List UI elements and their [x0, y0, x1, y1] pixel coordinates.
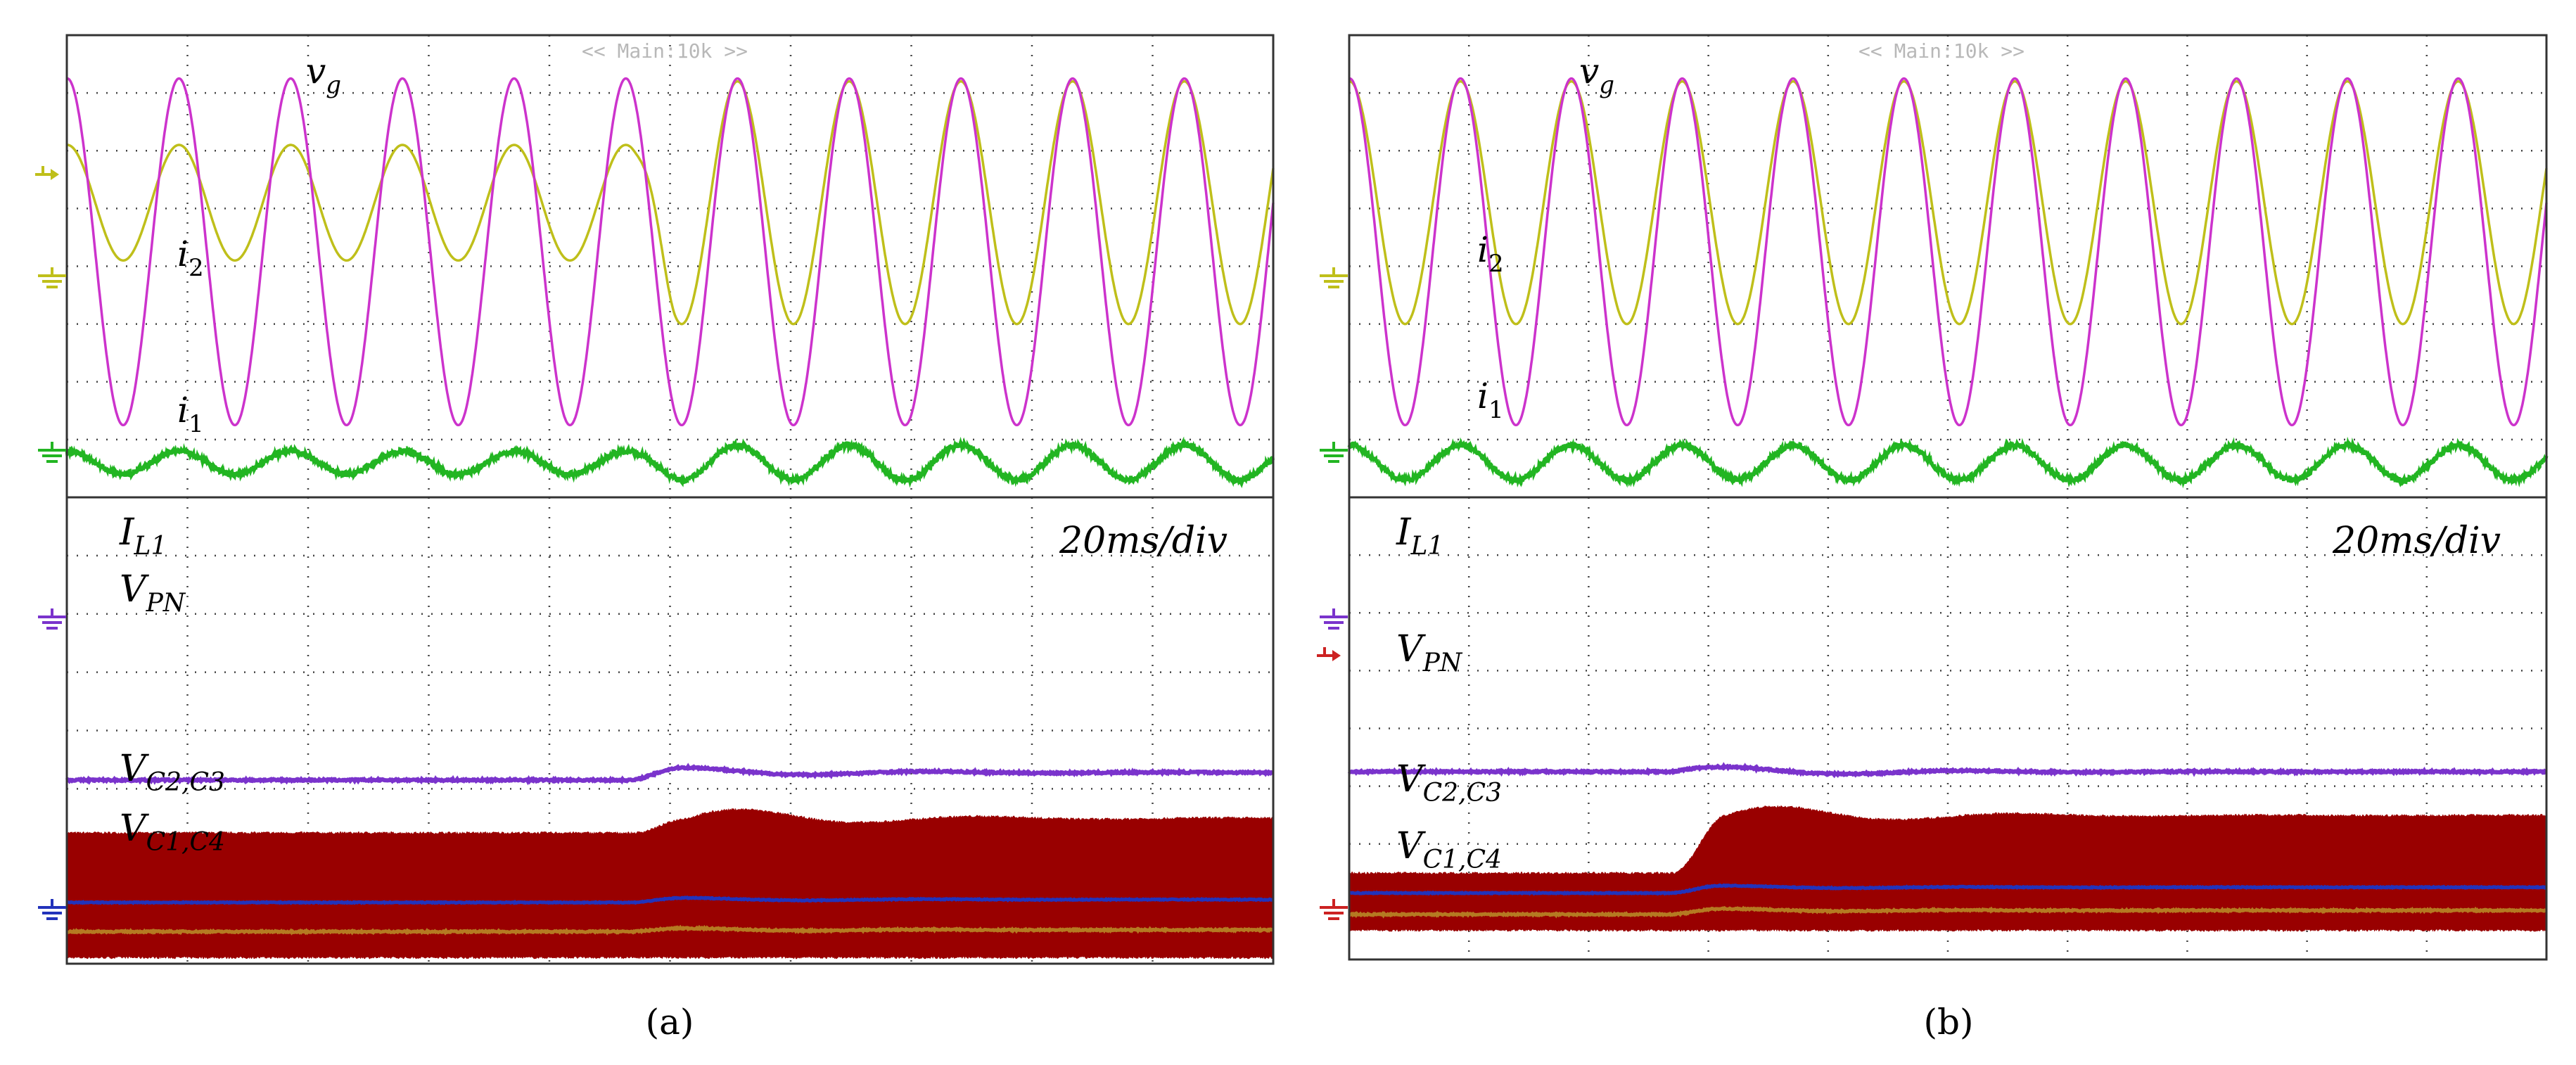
series-vpn [67, 808, 1273, 959]
series-vg [1348, 77, 2548, 427]
marker-il1-ground [38, 608, 66, 630]
series-vc23 [1348, 883, 2547, 896]
label-i1: i1 [1477, 376, 1504, 424]
marker-i2-trigger [35, 166, 59, 180]
lower-screen-frame [65, 496, 1275, 965]
label-il1: IL1 [1396, 511, 1443, 561]
lower-screen-frame [1348, 496, 2548, 961]
series-i2 [1348, 79, 2548, 326]
label-vc23: VC2,C3 [1396, 758, 1502, 808]
marker-vpn-ground [38, 899, 66, 920]
series-i2 [66, 79, 1275, 326]
series-vpn [1349, 805, 2546, 932]
marker-i1-ground [1320, 442, 1348, 463]
label-vpn: VPN [120, 568, 186, 618]
traces [65, 77, 1275, 959]
label-vpn: VPN [1396, 628, 1463, 677]
panel-caption: (b) [1923, 1002, 1973, 1042]
marker-vpn-ground [1320, 899, 1348, 920]
marker-i1-ground [38, 442, 66, 463]
time-scale-label: 20ms/div [1059, 520, 1228, 562]
label-vg: vg [306, 51, 341, 99]
top-label: << Main:10k >> [1858, 39, 2025, 63]
series-vc23 [66, 895, 1274, 905]
series-il1 [1347, 762, 2548, 779]
marker-i2-ground [1320, 267, 1348, 288]
label-vg: vg [1579, 51, 1614, 99]
label-i1: i1 [177, 390, 204, 438]
traces [1347, 77, 2549, 932]
label-vc14: VC1,C4 [120, 808, 225, 857]
panel-a: << Main:10k >> vg i2 i1 IL1 VPN VC2,C3 V… [35, 34, 1275, 1042]
label-vc14: VC1,C4 [1396, 825, 1502, 874]
series-i1 [65, 436, 1275, 489]
label-vc23: VC2,C3 [120, 748, 225, 797]
upper-grid [67, 35, 1273, 497]
label-il1: IL1 [119, 511, 167, 561]
time-scale-label: 20ms/div [2332, 520, 2501, 562]
label-i2: i2 [177, 234, 204, 282]
panel-b: << Main:10k >> vg i2 i1 IL1 VPN VC2,C3 V… [1317, 34, 2549, 1042]
label-i2: i2 [1477, 229, 1504, 278]
series-vc14 [65, 924, 1274, 936]
upper-grid [1349, 35, 2546, 497]
marker-il1-ground [1320, 608, 1348, 630]
series-vg [66, 77, 1275, 427]
marker-i2-ground [38, 267, 66, 288]
top-label: << Main:10k >> [582, 39, 748, 63]
series-il1 [65, 763, 1275, 786]
series-vc14 [1348, 905, 2548, 919]
panel-caption: (a) [646, 1002, 694, 1042]
marker-vpn-trigger [1317, 647, 1341, 661]
series-i1 [1347, 436, 2549, 489]
